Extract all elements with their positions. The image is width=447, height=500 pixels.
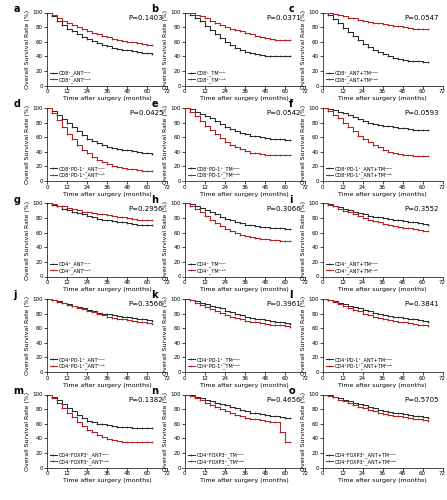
Text: P=0.3066: P=0.3066 xyxy=(266,206,301,212)
Legend: CD8⁺_ANTᴸᴼᵂ, CD8⁺_ANTʰᴵᴳʰ: CD8⁺_ANTᴸᴼᵂ, CD8⁺_ANTʰᴵᴳʰ xyxy=(49,70,92,83)
Legend: CD4⁺FOXP3⁺_TMᴸᴼᵂ, CD4⁺FOXP3⁺_TMʰᴵᴳʰ: CD4⁺FOXP3⁺_TMᴸᴼᵂ, CD4⁺FOXP3⁺_TMʰᴵᴳʰ xyxy=(187,452,245,465)
Legend: CD8⁺PD-1⁺_TMᴸᴼᵂ, CD8⁺PD-1⁺_TMʰᴵᴳʰ: CD8⁺PD-1⁺_TMᴸᴼᵂ, CD8⁺PD-1⁺_TMʰᴵᴳʰ xyxy=(187,166,241,178)
Legend: CD4⁺_ANT+TMᴸᴼᵂ, CD4⁺_ANT+TMʰᴵᴳʰ: CD4⁺_ANT+TMᴸᴼᵂ, CD4⁺_ANT+TMʰᴵᴳʰ xyxy=(325,261,379,274)
Legend: CD8⁺PD-1⁺_ANTᴸᴼᵂ, CD8⁺PD-1⁺_ANTʰᴵᴳʰ: CD8⁺PD-1⁺_ANTᴸᴼᵂ, CD8⁺PD-1⁺_ANTʰᴵᴳʰ xyxy=(49,166,106,178)
Y-axis label: Overall Survival Rate (%): Overall Survival Rate (%) xyxy=(163,105,168,184)
Text: n: n xyxy=(151,386,158,396)
Text: P=0.5705: P=0.5705 xyxy=(405,396,439,402)
Legend: CD8⁺_ANT+TMᴸᴼᵂ, CD8⁺_ANT+TMʰᴵᴳʰ: CD8⁺_ANT+TMᴸᴼᵂ, CD8⁺_ANT+TMʰᴵᴳʰ xyxy=(325,70,379,83)
X-axis label: Time after surgery (months): Time after surgery (months) xyxy=(200,288,289,292)
Y-axis label: Overall Survival Rate (%): Overall Survival Rate (%) xyxy=(301,10,306,88)
Text: d: d xyxy=(13,99,21,109)
X-axis label: Time after surgery (months): Time after surgery (months) xyxy=(338,478,427,484)
Legend: CD4⁺PD-1⁺_TMᴸᴼᵂ, CD4⁺PD-1⁺_TMʰᴵᴳʰ: CD4⁺PD-1⁺_TMᴸᴼᵂ, CD4⁺PD-1⁺_TMʰᴵᴳʰ xyxy=(187,356,241,370)
Y-axis label: Overall Survival Rate (%): Overall Survival Rate (%) xyxy=(301,200,306,280)
Text: P=0.3961: P=0.3961 xyxy=(266,301,301,307)
Text: P=0.3841: P=0.3841 xyxy=(404,301,439,307)
Text: P=0.0425: P=0.0425 xyxy=(129,110,163,116)
Text: P=0.1403: P=0.1403 xyxy=(129,14,163,20)
Y-axis label: Overall Survival Rate (%): Overall Survival Rate (%) xyxy=(163,392,168,470)
Y-axis label: Overall Survival Rate (%): Overall Survival Rate (%) xyxy=(25,392,30,470)
X-axis label: Time after surgery (months): Time after surgery (months) xyxy=(338,192,427,197)
Y-axis label: Overall Survival Rate (%): Overall Survival Rate (%) xyxy=(163,200,168,280)
Text: P=0.2956: P=0.2956 xyxy=(129,206,163,212)
Text: P=0.0371: P=0.0371 xyxy=(266,14,301,20)
X-axis label: Time after surgery (months): Time after surgery (months) xyxy=(200,383,289,388)
X-axis label: Time after surgery (months): Time after surgery (months) xyxy=(63,96,151,102)
X-axis label: Time after surgery (months): Time after surgery (months) xyxy=(338,288,427,292)
Text: m: m xyxy=(13,386,23,396)
Text: e: e xyxy=(151,99,158,109)
Text: P=0.0547: P=0.0547 xyxy=(405,14,439,20)
Text: i: i xyxy=(289,194,292,204)
Legend: CD4⁺PD-1⁺_ANT+TMᴸᴼᵂ, CD4⁺PD-1⁺_ANT+TMʰᴵᴳʰ: CD4⁺PD-1⁺_ANT+TMᴸᴼᵂ, CD4⁺PD-1⁺_ANT+TMʰᴵᴳ… xyxy=(325,356,393,370)
Y-axis label: Overall Survival Rate (%): Overall Survival Rate (%) xyxy=(301,296,306,375)
Text: h: h xyxy=(151,194,158,204)
Legend: CD4⁺FOXP3⁺_ANTᴸᴼᵂ, CD4⁺FOXP3⁺_ANTʰᴵᴳʰ: CD4⁺FOXP3⁺_ANTᴸᴼᵂ, CD4⁺FOXP3⁺_ANTʰᴵᴳʰ xyxy=(49,452,110,465)
Legend: CD4⁺_TMᴸᴼᵂ, CD4⁺_TMʰᴵᴳʰ: CD4⁺_TMᴸᴼᵂ, CD4⁺_TMʰᴵᴳʰ xyxy=(187,261,227,274)
Text: o: o xyxy=(289,386,295,396)
Y-axis label: Overall Survival Rate (%): Overall Survival Rate (%) xyxy=(301,392,306,470)
Text: P=0.1382: P=0.1382 xyxy=(129,396,163,402)
X-axis label: Time after surgery (months): Time after surgery (months) xyxy=(63,478,151,484)
Text: k: k xyxy=(151,290,158,300)
Y-axis label: Overall Survival Rate (%): Overall Survival Rate (%) xyxy=(301,105,306,184)
Text: c: c xyxy=(289,4,295,14)
X-axis label: Time after surgery (months): Time after surgery (months) xyxy=(63,288,151,292)
Legend: CD8⁺_TMᴸᴼᵂ, CD8⁺_TMʰᴵᴳʰ: CD8⁺_TMᴸᴼᵂ, CD8⁺_TMʰᴵᴳʰ xyxy=(187,70,227,83)
X-axis label: Time after surgery (months): Time after surgery (months) xyxy=(200,478,289,484)
Text: P=0.0593: P=0.0593 xyxy=(404,110,439,116)
Text: P=0.3552: P=0.3552 xyxy=(405,206,439,212)
Legend: CD4⁺_ANTᴸᴼᵂ, CD4⁺_ANTʰᴵᴳʰ: CD4⁺_ANTᴸᴼᵂ, CD4⁺_ANTʰᴵᴳʰ xyxy=(49,261,92,274)
Legend: CD4⁺FOXP3⁺_ANT+TMᴸᴼᵂ, CD4⁺FOXP3⁺_ANT+TMʰᴵᴳʰ: CD4⁺FOXP3⁺_ANT+TMᴸᴼᵂ, CD4⁺FOXP3⁺_ANT+TMʰ… xyxy=(325,452,397,465)
Y-axis label: Overall Survival Rate (%): Overall Survival Rate (%) xyxy=(25,10,30,88)
Legend: CD4⁺PD-1⁺_ANTᴸᴼᵂ, CD4⁺PD-1⁺_ANTʰᴵᴳʰ: CD4⁺PD-1⁺_ANTᴸᴼᵂ, CD4⁺PD-1⁺_ANTʰᴵᴳʰ xyxy=(49,356,106,370)
X-axis label: Time after surgery (months): Time after surgery (months) xyxy=(200,96,289,102)
Y-axis label: Overall Survival Rate (%): Overall Survival Rate (%) xyxy=(25,200,30,280)
X-axis label: Time after surgery (months): Time after surgery (months) xyxy=(338,383,427,388)
X-axis label: Time after surgery (months): Time after surgery (months) xyxy=(63,383,151,388)
X-axis label: Time after surgery (months): Time after surgery (months) xyxy=(338,96,427,102)
Text: b: b xyxy=(151,4,158,14)
Text: j: j xyxy=(13,290,17,300)
Y-axis label: Overall Survival Rate (%): Overall Survival Rate (%) xyxy=(163,10,168,88)
X-axis label: Time after surgery (months): Time after surgery (months) xyxy=(63,192,151,197)
Text: P=0.0542: P=0.0542 xyxy=(267,110,301,116)
Y-axis label: Overall Survival Rate (%): Overall Survival Rate (%) xyxy=(25,296,30,375)
Y-axis label: Overall Survival Rate (%): Overall Survival Rate (%) xyxy=(25,105,30,184)
Y-axis label: Overall Survival Rate (%): Overall Survival Rate (%) xyxy=(163,296,168,375)
Text: P=0.4656: P=0.4656 xyxy=(266,396,301,402)
X-axis label: Time after surgery (months): Time after surgery (months) xyxy=(200,192,289,197)
Text: l: l xyxy=(289,290,292,300)
Legend: CD8⁺PD-1⁺_ANT+TMᴸᴼᵂ, CD8⁺PD-1⁺_ANT+TMʰᴵᴳʰ: CD8⁺PD-1⁺_ANT+TMᴸᴼᵂ, CD8⁺PD-1⁺_ANT+TMʰᴵᴳ… xyxy=(325,166,393,178)
Text: g: g xyxy=(13,194,21,204)
Text: P=0.3566: P=0.3566 xyxy=(129,301,163,307)
Text: a: a xyxy=(13,4,20,14)
Text: f: f xyxy=(289,99,293,109)
